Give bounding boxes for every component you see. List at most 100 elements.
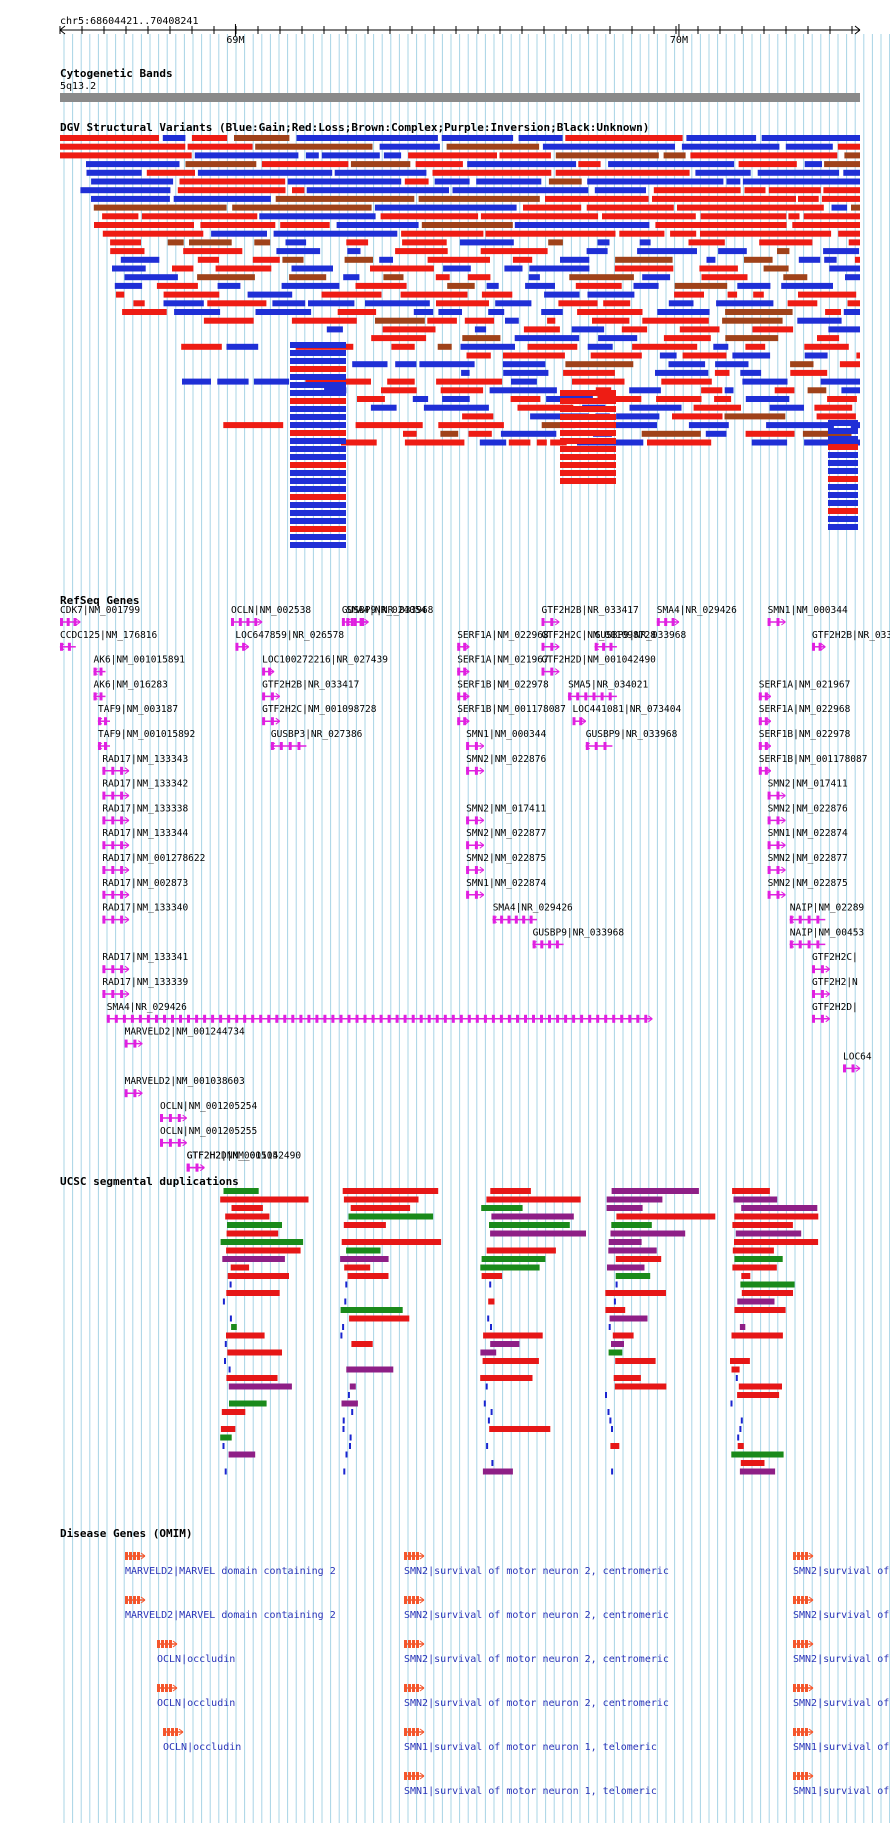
gene-exon[interactable] — [767, 866, 771, 874]
dgv-variant[interactable] — [163, 291, 220, 298]
gene-exon[interactable] — [102, 766, 106, 775]
dgv-variant[interactable] — [290, 398, 346, 404]
gene-exon[interactable] — [98, 717, 101, 726]
dgv-variant[interactable] — [280, 222, 330, 228]
dgv-variant[interactable] — [415, 161, 463, 168]
dgv-variant[interactable] — [504, 265, 523, 272]
dgv-variant[interactable] — [828, 436, 858, 442]
segdup-block[interactable] — [488, 1298, 495, 1305]
dgv-variant[interactable] — [828, 452, 858, 458]
segdup-block[interactable] — [731, 1366, 740, 1373]
gene-exon[interactable] — [671, 618, 675, 626]
segdup-block[interactable] — [610, 1230, 686, 1237]
segdup-block[interactable] — [615, 1256, 662, 1262]
dgv-variant[interactable] — [382, 326, 436, 333]
dgv-variant[interactable] — [714, 396, 732, 402]
dgv-variant[interactable] — [542, 143, 675, 150]
dgv-variant[interactable] — [200, 222, 276, 228]
gene-exon[interactable] — [102, 791, 106, 800]
segdup-block[interactable] — [346, 1247, 381, 1254]
dgv-variant[interactable] — [544, 291, 580, 298]
segdup-block[interactable] — [226, 1332, 265, 1339]
dgv-variant[interactable] — [156, 282, 198, 289]
dgv-variant[interactable] — [541, 422, 576, 429]
segdup-block[interactable] — [342, 1417, 345, 1424]
gene-exon[interactable] — [246, 618, 250, 626]
dgv-variant[interactable] — [434, 178, 470, 185]
segdup-block[interactable] — [226, 1375, 278, 1381]
gene-exon[interactable] — [474, 766, 478, 775]
dgv-variant[interactable] — [321, 152, 380, 159]
dgv-variant[interactable] — [350, 161, 411, 168]
dgv-variant[interactable] — [223, 422, 284, 429]
segdup-block[interactable] — [487, 1315, 490, 1322]
dgv-variant[interactable] — [290, 462, 346, 468]
dgv-variant[interactable] — [290, 422, 346, 428]
segdup-block[interactable] — [731, 1332, 783, 1339]
dgv-variant[interactable] — [395, 248, 448, 255]
dgv-variant[interactable] — [306, 187, 449, 194]
gene-exon[interactable] — [102, 841, 106, 850]
cytoband[interactable] — [60, 93, 860, 102]
gene-exon[interactable] — [395, 1014, 399, 1023]
segdup-block[interactable] — [480, 1264, 540, 1271]
dgv-variant[interactable] — [565, 361, 634, 368]
gene-exon[interactable] — [550, 642, 554, 651]
segdup-block[interactable] — [608, 1239, 642, 1245]
gene-exon[interactable] — [111, 890, 115, 899]
segdup-block[interactable] — [606, 1205, 643, 1211]
gene-exon[interactable] — [758, 692, 762, 701]
dgv-variant[interactable] — [464, 317, 495, 324]
dgv-variant[interactable] — [824, 161, 860, 168]
gene-exon[interactable] — [120, 816, 124, 825]
dgv-variant[interactable] — [828, 484, 858, 490]
dgv-variant[interactable] — [287, 178, 402, 185]
dgv-variant[interactable] — [290, 478, 346, 484]
gene-exon[interactable] — [288, 742, 292, 750]
dgv-variant[interactable] — [344, 256, 373, 263]
dgv-variant[interactable] — [621, 326, 648, 333]
segdup-block[interactable] — [228, 1451, 256, 1458]
dgv-variant[interactable] — [656, 396, 702, 402]
segdup-block[interactable] — [737, 1392, 780, 1398]
dgv-variant[interactable] — [285, 239, 307, 246]
segdup-block[interactable] — [345, 1451, 348, 1458]
dgv-variant[interactable] — [290, 518, 346, 524]
gene-exon[interactable] — [457, 692, 461, 701]
segdup-block[interactable] — [487, 1417, 490, 1424]
dgv-variant[interactable] — [804, 161, 822, 168]
dgv-variant[interactable] — [102, 230, 204, 237]
dgv-variant[interactable] — [647, 439, 712, 446]
gene-exon[interactable] — [789, 915, 793, 924]
gene-exon[interactable] — [466, 742, 470, 750]
segdup-block[interactable] — [220, 1434, 232, 1441]
dgv-variant[interactable] — [290, 502, 346, 508]
dgv-variant[interactable] — [337, 309, 377, 315]
dgv-variant[interactable] — [804, 439, 860, 446]
segdup-block[interactable] — [489, 1426, 551, 1432]
dgv-variant[interactable] — [763, 265, 789, 272]
gene-exon[interactable] — [331, 1014, 335, 1023]
gene-exon[interactable] — [555, 940, 559, 949]
dgv-variant[interactable] — [807, 387, 827, 394]
gene-exon[interactable] — [776, 841, 780, 850]
dgv-variant[interactable] — [93, 204, 227, 211]
dgv-variant[interactable] — [217, 282, 241, 289]
gene-exon[interactable] — [102, 965, 106, 974]
segdup-block[interactable] — [229, 1315, 232, 1322]
dgv-variant[interactable] — [114, 282, 143, 289]
gene-exon[interactable] — [843, 1064, 846, 1073]
omim-label[interactable]: SMN2|survival of motor neuron 2, centrom… — [404, 1566, 669, 1577]
dgv-variant[interactable] — [843, 169, 860, 176]
segdup-block[interactable] — [491, 1460, 494, 1466]
gene-exon[interactable] — [612, 1014, 616, 1023]
dgv-variant[interactable] — [94, 222, 194, 228]
dgv-variant[interactable] — [290, 486, 346, 492]
dgv-variant[interactable] — [713, 343, 729, 350]
dgv-variant[interactable] — [715, 361, 749, 368]
segdup-block[interactable] — [347, 1392, 350, 1398]
segdup-block[interactable] — [608, 1349, 623, 1356]
dgv-variant[interactable] — [824, 256, 837, 263]
segdup-block[interactable] — [226, 1290, 280, 1296]
dgv-variant[interactable] — [374, 204, 517, 211]
